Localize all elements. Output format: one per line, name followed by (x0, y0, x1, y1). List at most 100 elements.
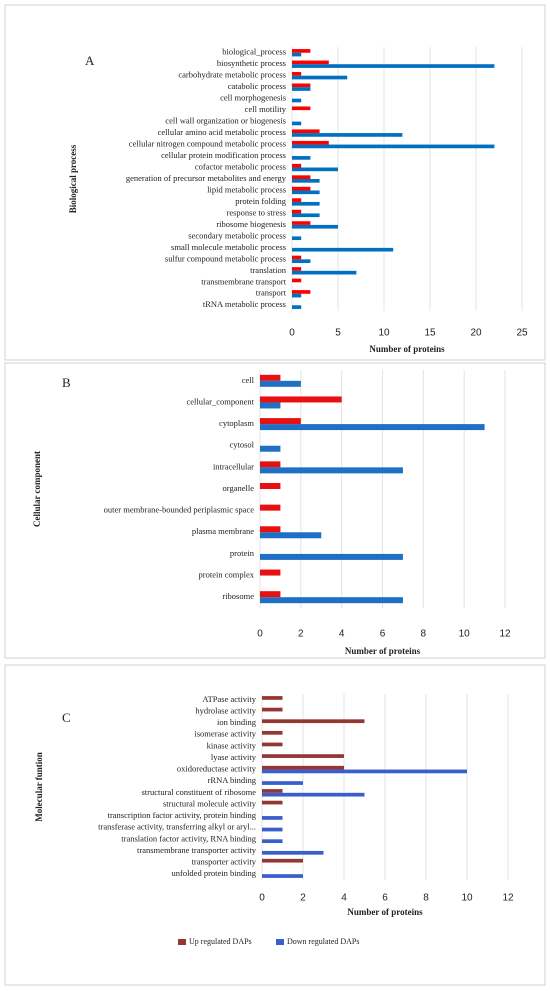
y-tick-label: ion binding (217, 717, 257, 727)
y-tick-label: cell wall organization or biogenesis (165, 116, 286, 126)
x-tick-label: 10 (461, 893, 473, 904)
x-tick-label: 25 (516, 328, 528, 339)
bar (260, 597, 403, 604)
y-tick-label: hydrolase activity (195, 705, 256, 715)
bar (292, 49, 311, 53)
x-tick-label: 6 (382, 893, 388, 904)
x-tick-label: 0 (259, 893, 265, 904)
y-tick-label: cell motility (245, 104, 287, 114)
y-tick-label: protein (230, 548, 255, 558)
bar (262, 800, 283, 805)
y-tick-label: transport (256, 288, 287, 298)
y-tick-label: cellular amino acid metabolic process (158, 127, 286, 137)
bar (292, 247, 394, 252)
legend-label: Down regulated DAPs (287, 937, 359, 946)
bar (260, 532, 322, 539)
y-tick-label: lipid metabolic process (207, 184, 286, 194)
bar (292, 267, 302, 271)
y-tick-label: cell morphogenesis (220, 93, 286, 103)
legend-swatch (276, 939, 284, 945)
bar (262, 850, 324, 855)
bar (262, 730, 283, 735)
y-tick-label: structural molecule activity (163, 798, 257, 808)
y-tick-label: carbohydrate metabolic process (178, 70, 286, 80)
x-tick-label: 4 (339, 629, 345, 640)
bar (262, 742, 283, 747)
x-axis-title: Number of proteins (347, 907, 423, 917)
bar (262, 707, 283, 712)
y-tick-label: protein complex (199, 569, 255, 579)
bar (260, 380, 301, 387)
bar (262, 839, 283, 844)
bar (260, 461, 281, 468)
panel-frame (4, 4, 546, 361)
bar (292, 156, 311, 160)
bar (292, 163, 302, 168)
bar (262, 874, 303, 878)
bar (292, 186, 311, 191)
y-tick-label: transmembrane transporter activity (137, 845, 257, 855)
bar (292, 293, 302, 298)
y-tick-label: cellular nitrogen compound metabolic pro… (129, 139, 286, 149)
bar (262, 769, 467, 774)
bar (260, 424, 485, 431)
bar (260, 504, 281, 511)
bar (292, 201, 320, 206)
bar (292, 198, 302, 202)
x-tick-label: 8 (423, 893, 429, 904)
y-tick-label: catabolic process (228, 81, 286, 91)
x-tick-label: 10 (378, 328, 390, 339)
x-tick-label: 5 (335, 328, 341, 339)
y-tick-label: small molecule metabolic process (171, 242, 286, 252)
bar (292, 121, 302, 126)
y-tick-label: transmembrane transport (201, 276, 286, 286)
bar (262, 765, 344, 770)
bar (262, 781, 303, 785)
y-tick-label: outer membrane-bounded periplasmic space (104, 505, 255, 515)
y-tick-label: structural constituent of ribosome (142, 787, 257, 797)
bar (292, 87, 311, 91)
y-tick-label: biosynthetic process (217, 58, 286, 68)
panel-label: C (62, 710, 71, 725)
bar (292, 213, 320, 218)
y-tick-label: transporter activity (192, 857, 257, 867)
y-tick-label: secondary metabolic process (188, 230, 286, 240)
bar (292, 290, 311, 294)
y-tick-label: transferase activity, transferring alkyl… (98, 822, 256, 832)
bar (292, 83, 311, 88)
bar (292, 221, 311, 225)
bar (292, 278, 302, 283)
y-tick-label: biological_process (222, 47, 286, 57)
bar (260, 569, 281, 576)
bar (262, 789, 283, 793)
bar (292, 175, 311, 179)
bar (260, 553, 403, 560)
bar (292, 236, 302, 241)
x-axis-title: Number of proteins (345, 646, 421, 656)
bar (260, 483, 281, 489)
bar (292, 224, 338, 229)
y-tick-label: response to stress (227, 207, 287, 217)
y-tick-label: generation of precursor metabolites and … (126, 173, 287, 183)
x-tick-label: 2 (300, 893, 306, 904)
bar (292, 190, 320, 195)
x-tick-label: 0 (257, 629, 263, 640)
bar (292, 75, 348, 80)
bar (292, 270, 357, 275)
y-tick-label: ATPase activity (202, 694, 256, 704)
bar (292, 129, 320, 134)
bar (260, 374, 281, 381)
y-tick-label: ribosome biogenesis (216, 219, 286, 229)
y-tick-label: cellular_component (186, 396, 254, 406)
bar (292, 209, 302, 214)
y-tick-label: cellular protein modification process (161, 150, 286, 160)
y-tick-label: organelle (223, 483, 255, 493)
x-axis-title: Number of proteins (369, 344, 445, 354)
bar (262, 858, 303, 863)
bar (262, 696, 283, 700)
bar (292, 259, 311, 264)
y-axis-title: Molecular funtion (34, 752, 44, 822)
bar (292, 133, 403, 137)
y-tick-label: cofactor metabolic process (195, 161, 286, 171)
